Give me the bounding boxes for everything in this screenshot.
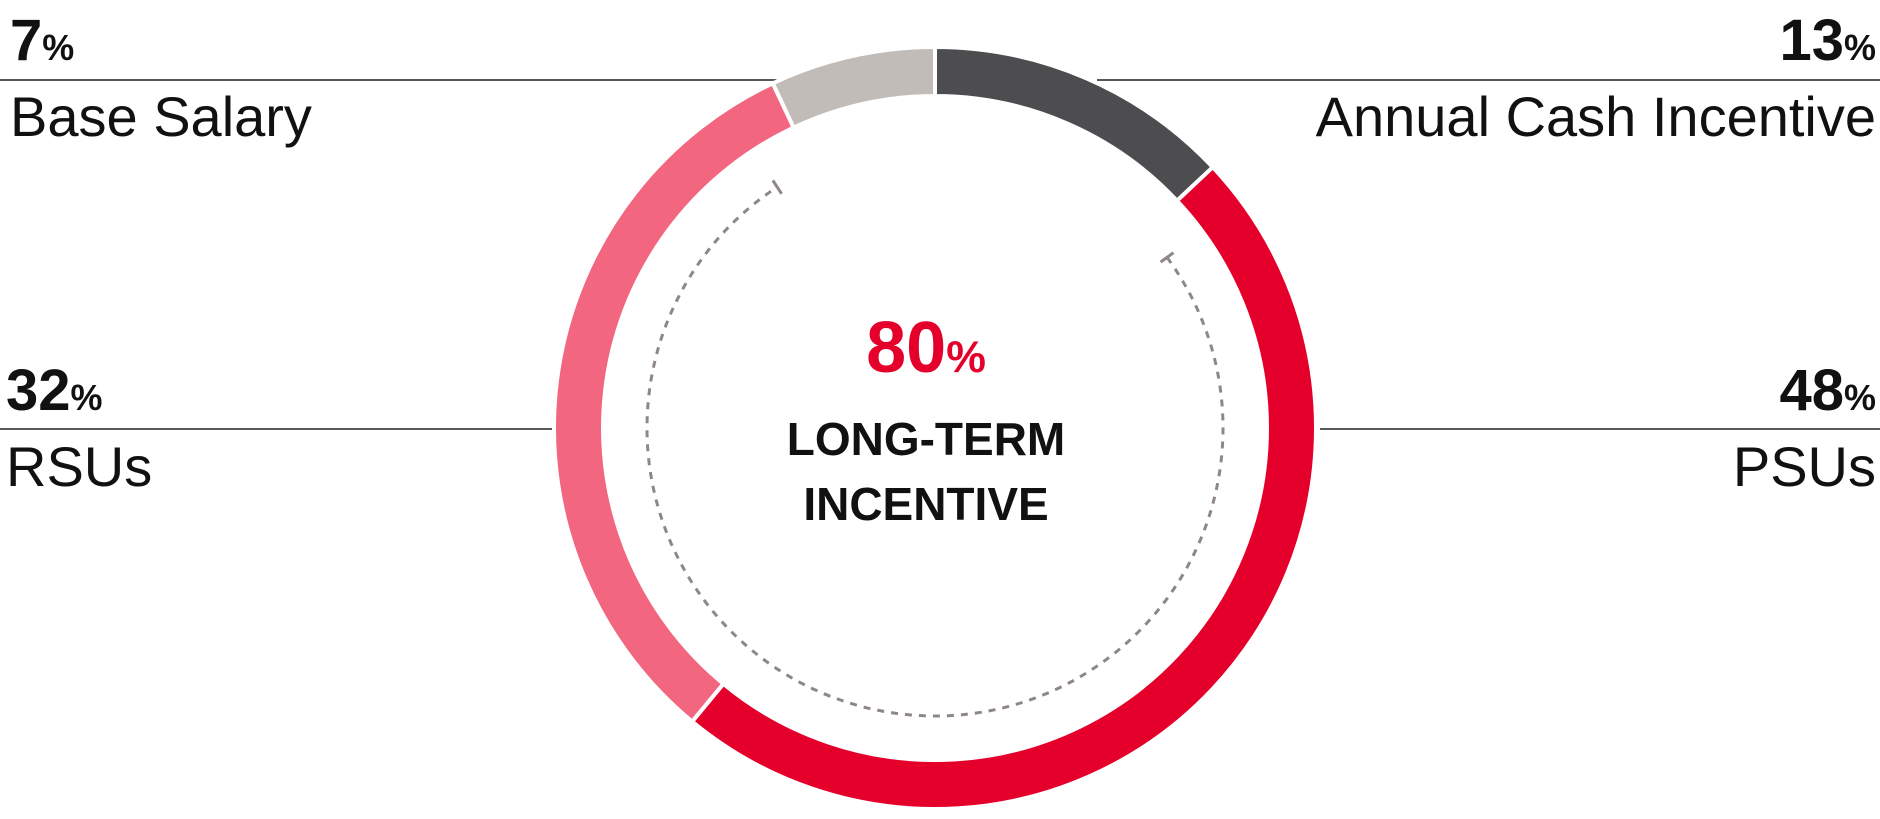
center-text: INCENTIVE xyxy=(803,478,1048,530)
bracket-cap xyxy=(771,179,783,195)
center-text: LONG-TERM xyxy=(787,413,1066,465)
donut-segment xyxy=(933,44,1216,204)
center-value: 80% xyxy=(866,308,986,388)
bracket-cap xyxy=(1159,251,1175,264)
legend-label: PSUs xyxy=(1733,435,1876,498)
value-label: 7% xyxy=(10,8,74,73)
donut-segment xyxy=(689,164,1318,811)
legend-label: Base Salary xyxy=(10,85,312,148)
donut-segment xyxy=(551,80,797,725)
donut-segment xyxy=(770,44,937,131)
value-label: 48% xyxy=(1780,358,1877,423)
value-label: 32% xyxy=(6,358,103,423)
bracket-arc xyxy=(645,185,1225,718)
legend-label: Annual Cash Incentive xyxy=(1316,85,1876,148)
legend-label: RSUs xyxy=(6,435,152,498)
value-label: 13% xyxy=(1780,8,1877,73)
